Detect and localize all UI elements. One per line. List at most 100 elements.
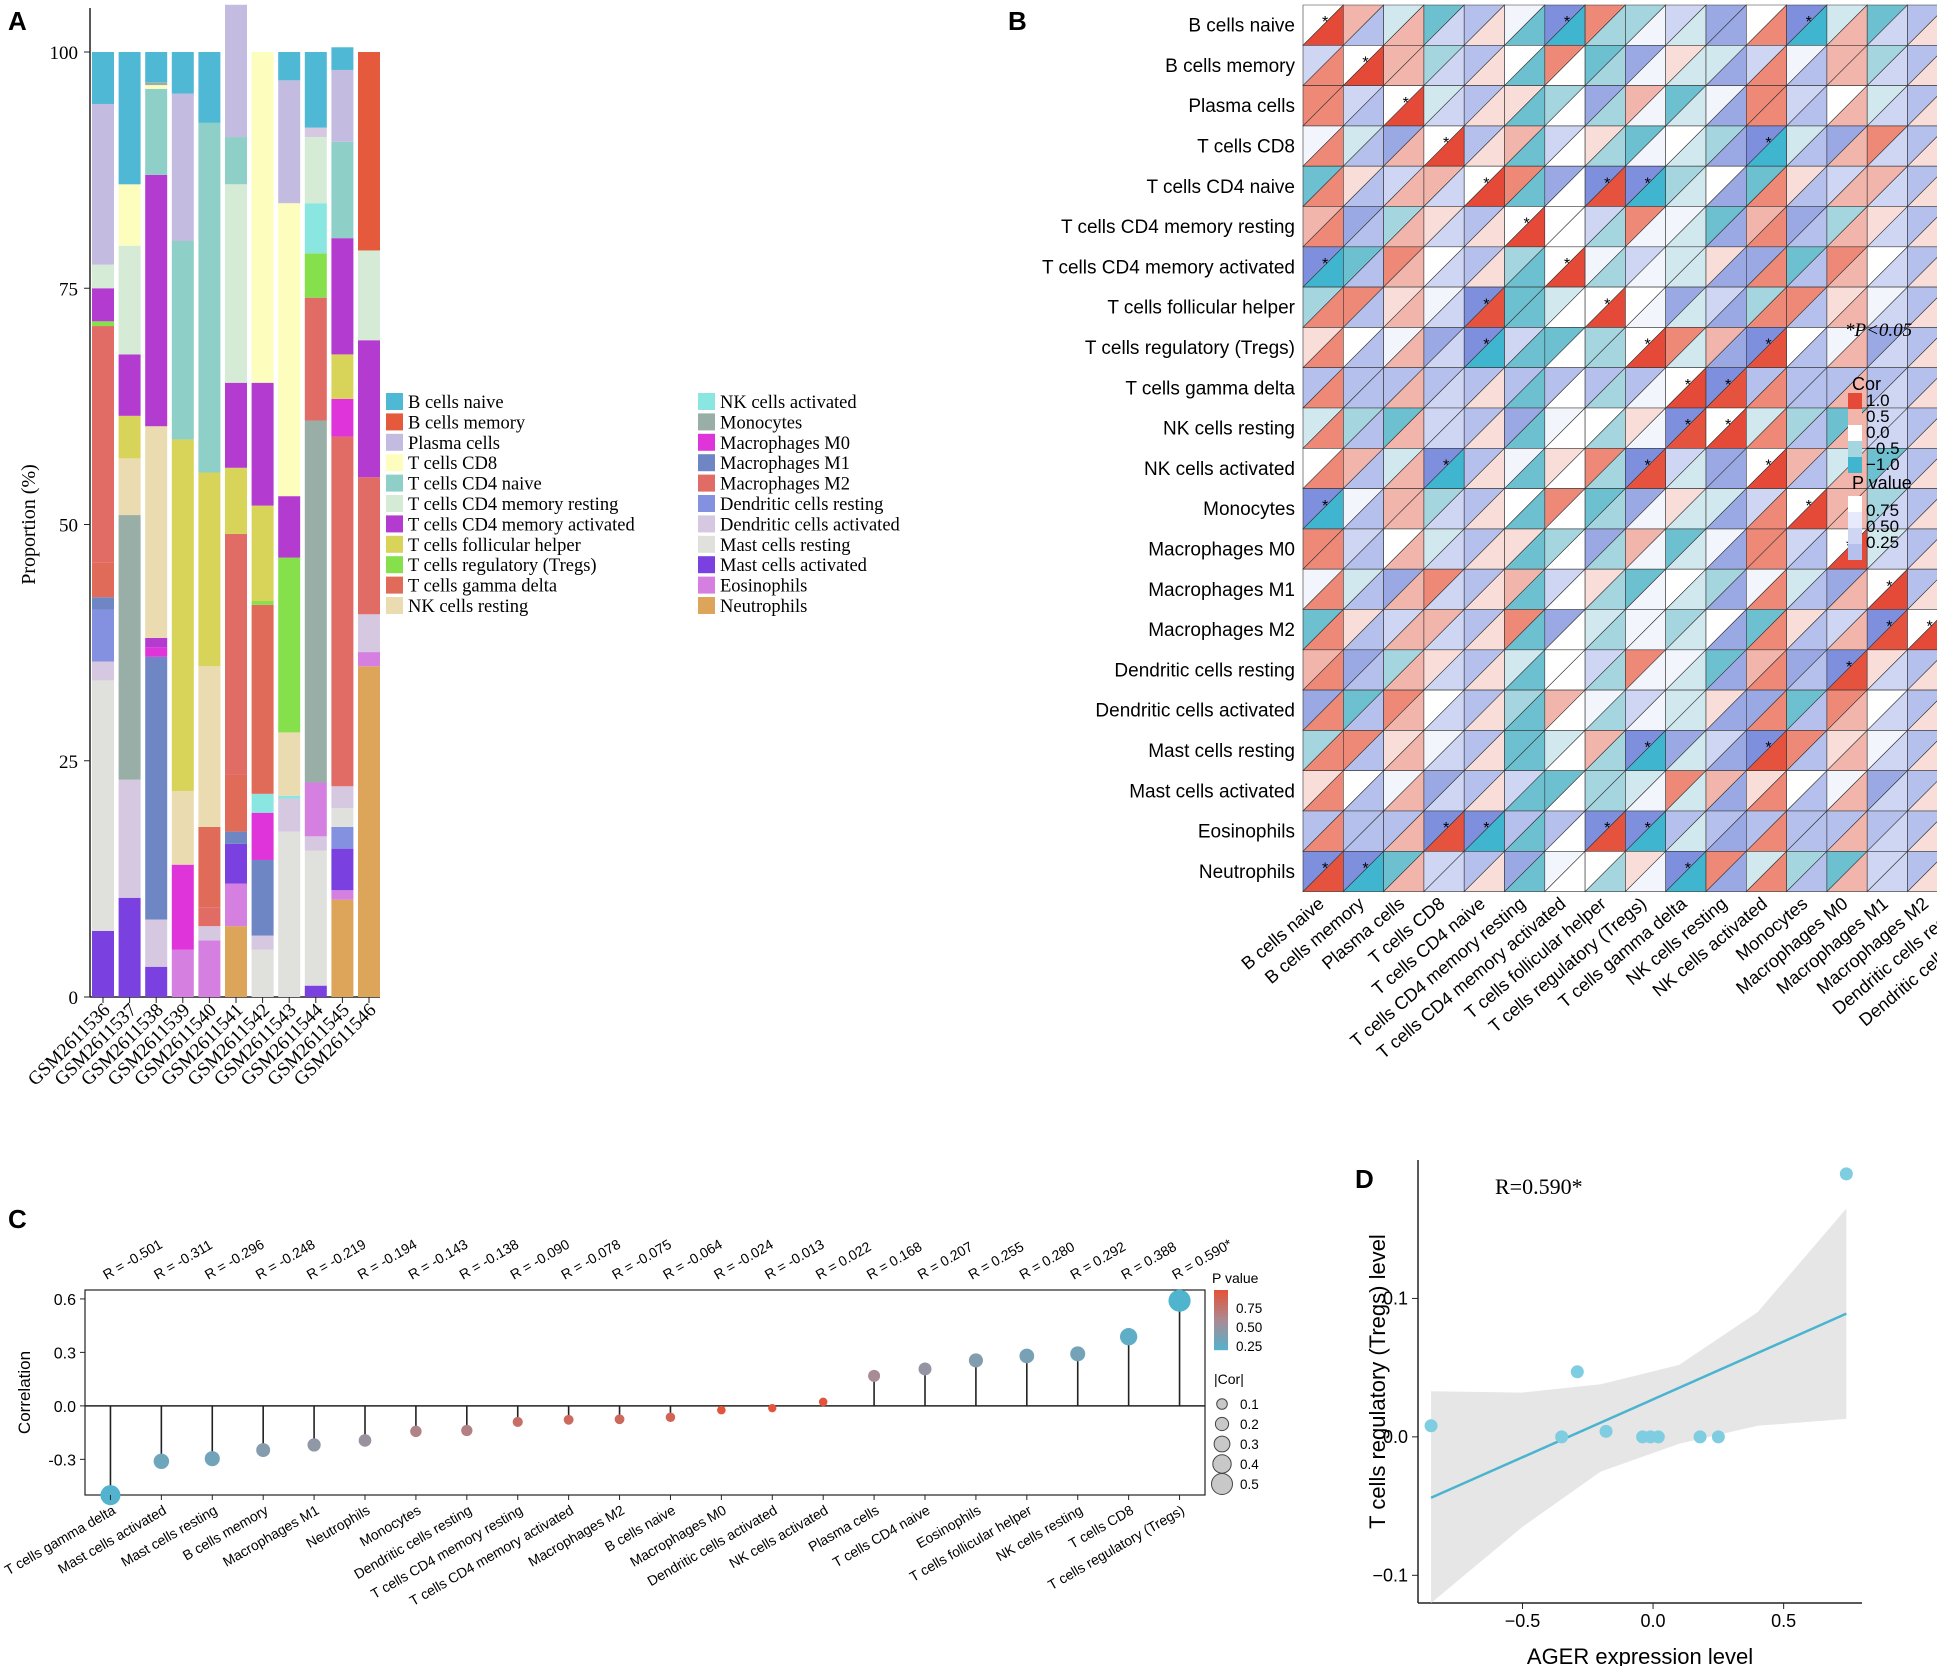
bar-segment-t-cells-cd4-naive — [145, 88, 168, 175]
y-tick-label: 0.1 — [1383, 1288, 1408, 1308]
bar-segment-t-cells-follicular-helper — [118, 415, 141, 459]
scatter-point — [1711, 1430, 1725, 1444]
legend-size-tick: 0.5 — [1240, 1477, 1259, 1492]
bar-segment-monocytes — [304, 420, 327, 783]
significance-star: * — [1483, 296, 1489, 313]
bar-segment-nk-cells-resting — [198, 666, 221, 827]
lollipop-point-t-cells-cd4-memory-activated — [563, 1414, 574, 1425]
legend-swatch-nk-cells-activated — [698, 393, 715, 410]
legend-swatch-plasma-cells — [386, 433, 403, 451]
bar-segment-dendritic-cells-activated — [331, 786, 354, 808]
bar-segment-nk-cells-resting — [118, 458, 141, 516]
lollipop-point-nk-cells-resting — [1070, 1346, 1086, 1362]
legend-swatch-neutrophils — [698, 597, 715, 614]
bar-segment-t-cells-follicular-helper — [171, 439, 194, 791]
legend-swatch-monocytes — [698, 413, 715, 431]
legend-p-gradient — [1214, 1317, 1228, 1321]
bar-segment-nk-cells-resting — [171, 790, 194, 865]
row-label-mast-cells-activated: Mast cells activated — [1129, 781, 1295, 802]
legend-cor-title: Cor — [1852, 374, 1881, 394]
legend-p-gradient — [1214, 1302, 1228, 1306]
x-tick-label-nk-cells-resting: NK cells resting — [993, 1502, 1085, 1564]
legend-p-gradient — [1214, 1308, 1228, 1312]
bar-segment-b-cells-naive — [198, 52, 221, 123]
legend-p-gradient — [1214, 1341, 1228, 1345]
legend-swatch-eosinophils — [698, 576, 715, 594]
legend-cor-tick: 0.0 — [1866, 423, 1890, 442]
legend-label-b-cells-memory: B cells memory — [408, 413, 526, 433]
bar-segment-t-cells-follicular-helper — [198, 472, 221, 667]
significance-star: * — [1443, 457, 1449, 474]
bar-segment-t-cells-gamma-delta — [225, 774, 247, 832]
lollipop-point-t-cells-follicular-helper — [1019, 1348, 1035, 1364]
legend-p-gradient — [1214, 1335, 1228, 1339]
legend-p-tick: 0.25 — [1866, 533, 1899, 552]
panel-label-a: A — [8, 6, 27, 36]
r-label-t-cells-cd4-naive: R = 0.207 — [915, 1238, 976, 1283]
legend-p-swatch — [1848, 496, 1862, 512]
scatter-point — [1839, 1167, 1853, 1181]
bar-segment-t-cells-cd4-memory-activated — [225, 382, 247, 468]
y-axis-label: Proportion (%) — [18, 464, 40, 585]
plot-frame — [84, 1289, 1206, 1496]
significance-star: * — [1403, 95, 1409, 112]
significance-star: * — [1362, 860, 1368, 877]
bar-segment-macrophages-m2 — [92, 326, 114, 563]
panel-b: * * * * B cells naive * B cells memory * Plasma … — [1042, 4, 1937, 1063]
significance-star: * — [1685, 417, 1691, 434]
bar-segment-nk-cells-resting — [278, 732, 301, 796]
bar-segment-t-cells-regulatory-tregs — [278, 557, 301, 733]
significance-star: * — [1644, 337, 1650, 354]
row-label-neutrophils: Neutrophils — [1199, 862, 1295, 883]
significance-star: * — [1644, 457, 1650, 474]
significance-star: * — [1483, 175, 1489, 192]
lollipop-point-t-cells-cd4-memory-resting — [512, 1416, 523, 1427]
significance-star: * — [1564, 14, 1570, 31]
bar-segment-dendritic-cells-activated — [145, 919, 168, 967]
bar-segment-dendritic-cells-activated — [278, 798, 301, 832]
bar-segment-t-cells-regulatory-tregs — [304, 253, 327, 298]
bar-segment-dendritic-cells-activated — [304, 836, 327, 851]
y-tick-label: 0.3 — [54, 1345, 76, 1362]
bar-segment-t-cells-cd4-memory-activated — [331, 238, 354, 355]
lollipop-point-b-cells-naive — [665, 1412, 676, 1423]
legend-cor-tick: 0.5 — [1866, 407, 1890, 426]
legend-label-nk-cells-activated: NK cells activated — [720, 393, 857, 413]
legend-label-plasma-cells: Plasma cells — [408, 434, 500, 454]
legend-label-t-cells-follicular-helper: T cells follicular helper — [408, 536, 581, 556]
significance-star: * — [1322, 860, 1328, 877]
legend-cor-swatch — [1848, 441, 1862, 457]
legend-label-b-cells-naive: B cells naive — [408, 393, 504, 413]
scatter-point — [1555, 1430, 1569, 1444]
panel-label-d: D — [1355, 1164, 1374, 1194]
bar-segment-t-cells-cd8 — [278, 203, 301, 497]
bar-segment-t-cells-cd4-memory-resting — [304, 137, 327, 204]
x-tick-label: −0.5 — [1505, 1611, 1541, 1631]
legend-p-gradient — [1214, 1347, 1228, 1351]
y-tick-label: 0.6 — [54, 1292, 76, 1309]
legend-label-eosinophils: Eosinophils — [720, 577, 807, 597]
legend-size-circle — [1216, 1398, 1228, 1410]
legend-size-tick: 0.3 — [1240, 1437, 1259, 1452]
legend-p-title: P value — [1212, 1270, 1259, 1286]
legend-label-mast-cells-resting: Mast cells resting — [720, 536, 851, 556]
bar-segment-dendritic-cells-activated — [118, 779, 141, 898]
bar-segment-b-cells-naive — [304, 52, 327, 128]
y-tick-label: 25 — [59, 752, 78, 773]
legend-label-t-cells-cd8: T cells CD8 — [408, 454, 497, 474]
legend-p-gradient — [1214, 1305, 1228, 1309]
bar-segment-t-cells-cd8 — [251, 52, 274, 383]
legend-label-macrophages-m0: Macrophages M0 — [720, 434, 850, 454]
bar-segment-t-cells-cd8 — [145, 85, 168, 89]
legend-p-swatch — [1848, 512, 1862, 528]
significance-star: * — [1685, 860, 1691, 877]
legend-cor-swatch — [1848, 409, 1862, 425]
legend-swatch-t-cells-cd4-naive — [386, 474, 403, 492]
bar-segment-b-cells-naive — [278, 52, 301, 81]
bar-segment-eosinophils — [304, 782, 327, 837]
row-label-dendritic-cells-resting: Dendritic cells resting — [1114, 660, 1295, 681]
row-label-plasma-cells: Plasma cells — [1188, 96, 1295, 117]
bar-segment-plasma-cells — [225, 4, 247, 138]
x-tick-label: 0.5 — [1771, 1611, 1796, 1631]
legend-label-monocytes: Monocytes — [720, 413, 802, 433]
